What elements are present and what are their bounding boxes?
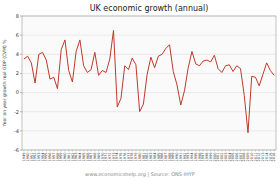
- y-tick-label: 0: [16, 89, 19, 95]
- line: [24, 30, 274, 132]
- y-tick-label: -4: [14, 128, 19, 134]
- plot-marks: [24, 30, 274, 132]
- grid-line: [22, 130, 276, 131]
- grid-line: [22, 35, 276, 36]
- plot-area: [22, 16, 276, 150]
- y-tick-label: 6: [16, 32, 19, 38]
- title: UK economic growth (annual): [90, 4, 209, 13]
- y-tick-label: 8: [16, 13, 19, 19]
- y-tick-label: -6: [14, 147, 19, 153]
- x-tick-label: 2016: [272, 153, 276, 162]
- grid-line: [22, 54, 276, 55]
- annotation: www.economicshelp.org | Source: ONS IHYP: [85, 171, 195, 178]
- plot-frame: [22, 16, 276, 150]
- y-tick-label: 2: [16, 70, 19, 76]
- grid-line: [22, 111, 276, 112]
- chart: -6-4-20246819491950195119521953195419551…: [0, 0, 280, 180]
- grid-line: [22, 73, 276, 74]
- y-axis-label: Year on year growth real GDP (CVM) %: [2, 39, 7, 128]
- y-tick-label: -2: [14, 109, 19, 115]
- y-tick-label: 4: [16, 51, 19, 57]
- grid-line: [22, 92, 276, 93]
